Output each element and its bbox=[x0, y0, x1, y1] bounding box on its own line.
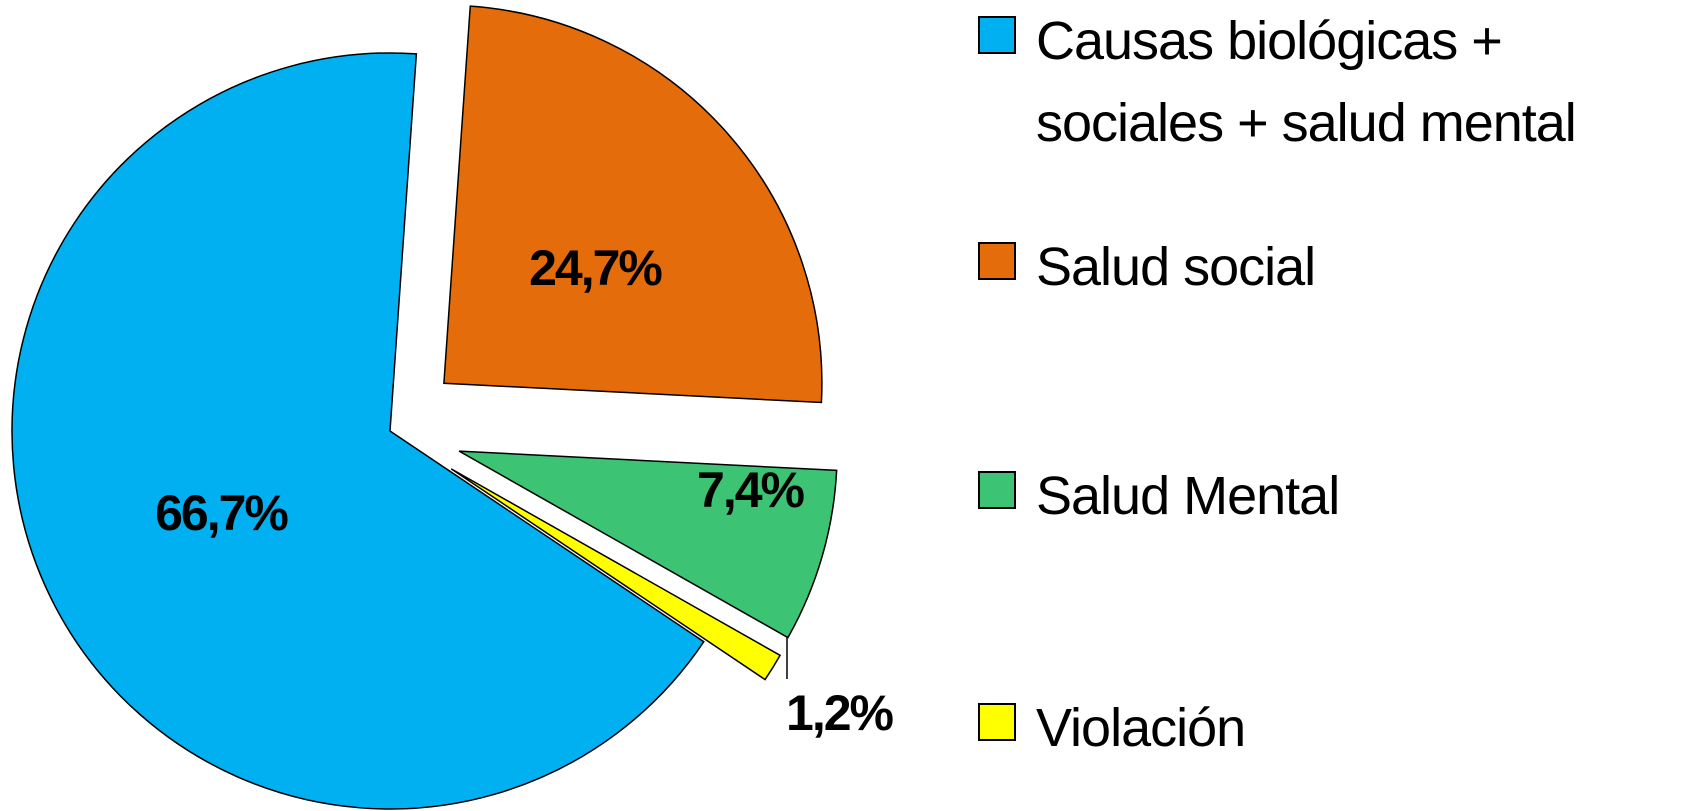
legend-swatch bbox=[978, 242, 1016, 280]
legend: Causas biológicas + sociales + salud men… bbox=[978, 0, 1690, 811]
legend-item: Salud Mental bbox=[978, 455, 1686, 537]
legend-label: Salud Mental bbox=[1036, 466, 1340, 526]
legend-swatch bbox=[978, 471, 1016, 509]
data-label: 66,7% bbox=[155, 485, 288, 541]
legend-swatch bbox=[978, 16, 1016, 54]
legend-label: Salud social bbox=[1036, 237, 1316, 297]
legend-label: Causas biológicas + sociales + salud men… bbox=[1036, 11, 1577, 153]
pie-slice bbox=[11, 52, 705, 810]
data-label: 24,7% bbox=[529, 240, 662, 296]
data-label: 7,4% bbox=[697, 462, 805, 518]
pie-slice bbox=[443, 5, 823, 404]
legend-swatch bbox=[978, 703, 1016, 741]
legend-item: Salud social bbox=[978, 226, 1686, 308]
legend-item: Violación bbox=[978, 687, 1686, 769]
data-label: 1,2% bbox=[786, 685, 894, 741]
legend-label: Violación bbox=[1036, 698, 1246, 758]
pie-slice bbox=[450, 468, 782, 681]
pie-slice bbox=[458, 450, 838, 639]
legend-item: Causas biológicas + sociales + salud men… bbox=[978, 0, 1686, 164]
